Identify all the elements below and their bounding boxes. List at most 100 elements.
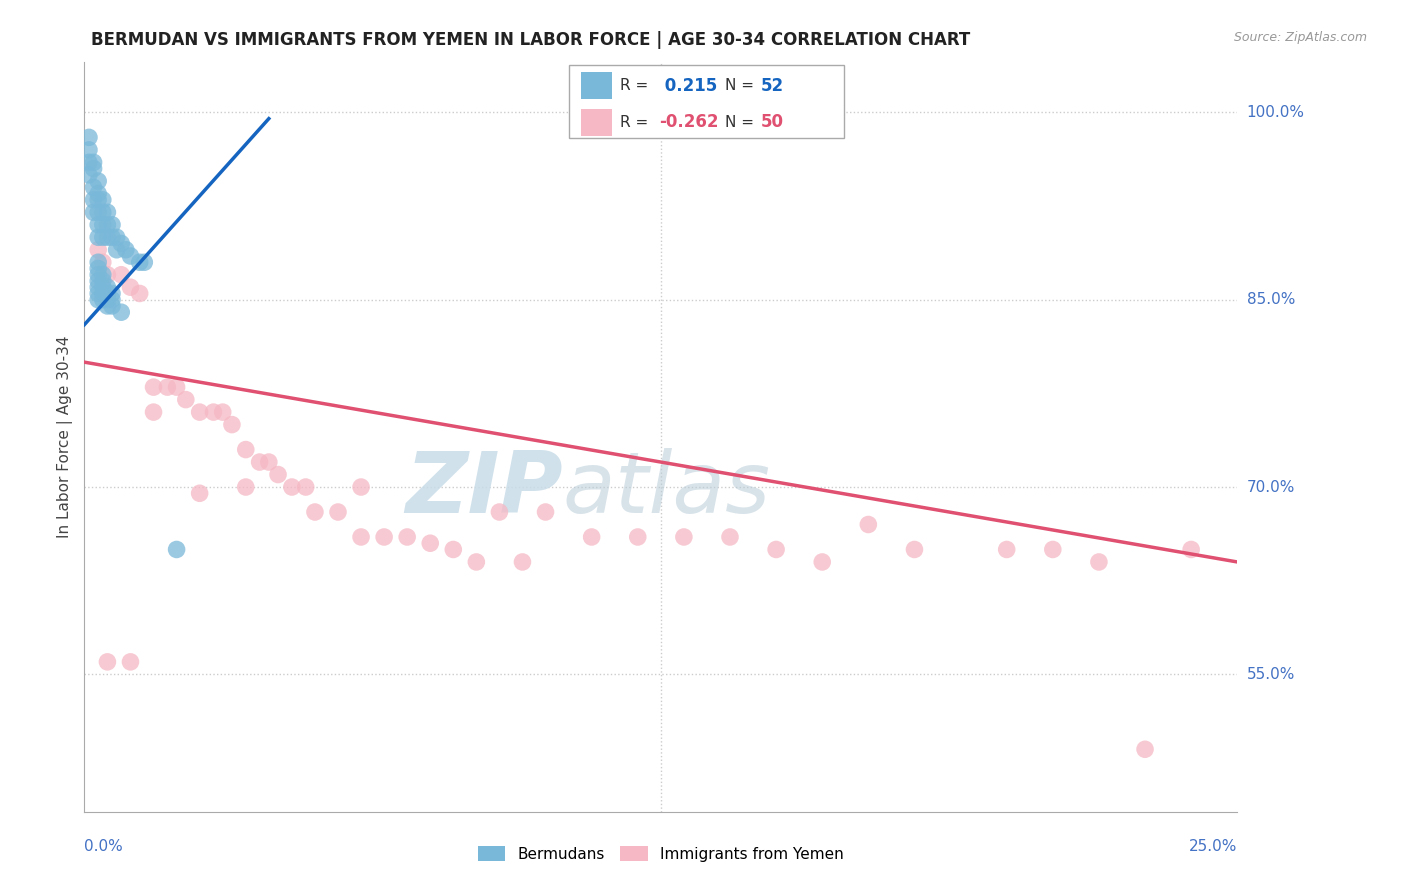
Point	[91, 268, 114, 282]
Point	[96, 286, 118, 301]
Point	[858, 517, 880, 532]
Point	[87, 255, 110, 269]
Point	[96, 293, 118, 307]
Point	[83, 180, 105, 194]
Point	[120, 280, 142, 294]
Point	[373, 530, 395, 544]
Point	[221, 417, 243, 432]
Point	[465, 555, 488, 569]
Y-axis label: In Labor Force | Age 30-34: In Labor Force | Age 30-34	[58, 335, 73, 539]
Point	[101, 218, 124, 232]
Point	[350, 530, 373, 544]
Point	[91, 293, 114, 307]
Point	[581, 530, 603, 544]
Point	[120, 249, 142, 263]
Point	[120, 655, 142, 669]
Point	[87, 174, 110, 188]
Point	[174, 392, 197, 407]
Point	[96, 230, 118, 244]
Text: N =: N =	[725, 115, 759, 129]
Point	[142, 405, 165, 419]
Point	[83, 155, 105, 169]
Point	[142, 380, 165, 394]
Text: ZIP: ZIP	[405, 448, 562, 531]
Point	[96, 299, 118, 313]
Point	[96, 205, 118, 219]
Text: -0.262: -0.262	[659, 113, 718, 131]
Point	[419, 536, 441, 550]
Text: 100.0%: 100.0%	[1247, 105, 1305, 120]
Point	[101, 299, 124, 313]
Point	[96, 268, 118, 282]
Point	[87, 286, 110, 301]
Point	[91, 274, 114, 288]
Point	[235, 480, 257, 494]
Point	[627, 530, 650, 544]
Point	[87, 268, 110, 282]
Point	[105, 243, 128, 257]
Point	[1042, 542, 1064, 557]
Point	[188, 405, 211, 419]
Point	[995, 542, 1018, 557]
Point	[91, 280, 114, 294]
Point	[294, 480, 316, 494]
Point	[134, 255, 156, 269]
Point	[83, 205, 105, 219]
Point	[91, 255, 114, 269]
Point	[110, 268, 132, 282]
Point	[202, 405, 225, 419]
Point	[267, 467, 290, 482]
Text: R =: R =	[620, 115, 654, 129]
Point	[105, 230, 128, 244]
Text: BERMUDAN VS IMMIGRANTS FROM YEMEN IN LABOR FORCE | AGE 30-34 CORRELATION CHART: BERMUDAN VS IMMIGRANTS FROM YEMEN IN LAB…	[91, 31, 970, 49]
Point	[101, 286, 124, 301]
Point	[249, 455, 271, 469]
Point	[77, 155, 100, 169]
Point	[110, 305, 132, 319]
Text: 85.0%: 85.0%	[1247, 293, 1295, 307]
Point	[77, 143, 100, 157]
Point	[77, 168, 100, 182]
Text: N =: N =	[725, 78, 759, 93]
Point	[91, 230, 114, 244]
Point	[166, 542, 188, 557]
Point	[281, 480, 304, 494]
Point	[128, 286, 150, 301]
Text: atlas: atlas	[562, 448, 770, 531]
Point	[211, 405, 233, 419]
Text: 70.0%: 70.0%	[1247, 480, 1295, 494]
Point	[101, 230, 124, 244]
Point	[96, 280, 118, 294]
Text: 0.0%: 0.0%	[84, 839, 124, 855]
Point	[87, 243, 110, 257]
Text: 55.0%: 55.0%	[1247, 667, 1295, 681]
Point	[304, 505, 326, 519]
Point	[534, 505, 557, 519]
Point	[87, 193, 110, 207]
Point	[1180, 542, 1202, 557]
Point	[96, 218, 118, 232]
Point	[512, 555, 534, 569]
Point	[87, 261, 110, 276]
Point	[91, 218, 114, 232]
Point	[718, 530, 741, 544]
Point	[1088, 555, 1111, 569]
Point	[87, 280, 110, 294]
Point	[811, 555, 834, 569]
Legend: Bermudans, Immigrants from Yemen: Bermudans, Immigrants from Yemen	[472, 839, 849, 868]
Point	[396, 530, 419, 544]
Text: 50: 50	[761, 113, 783, 131]
Text: 0.215: 0.215	[659, 77, 717, 95]
Point	[128, 255, 150, 269]
Point	[188, 486, 211, 500]
Point	[326, 505, 349, 519]
Point	[91, 193, 114, 207]
Point	[87, 205, 110, 219]
Point	[87, 274, 110, 288]
Point	[1133, 742, 1156, 756]
Point	[166, 380, 188, 394]
Point	[672, 530, 695, 544]
Point	[77, 130, 100, 145]
Text: R =: R =	[620, 78, 654, 93]
Point	[91, 205, 114, 219]
